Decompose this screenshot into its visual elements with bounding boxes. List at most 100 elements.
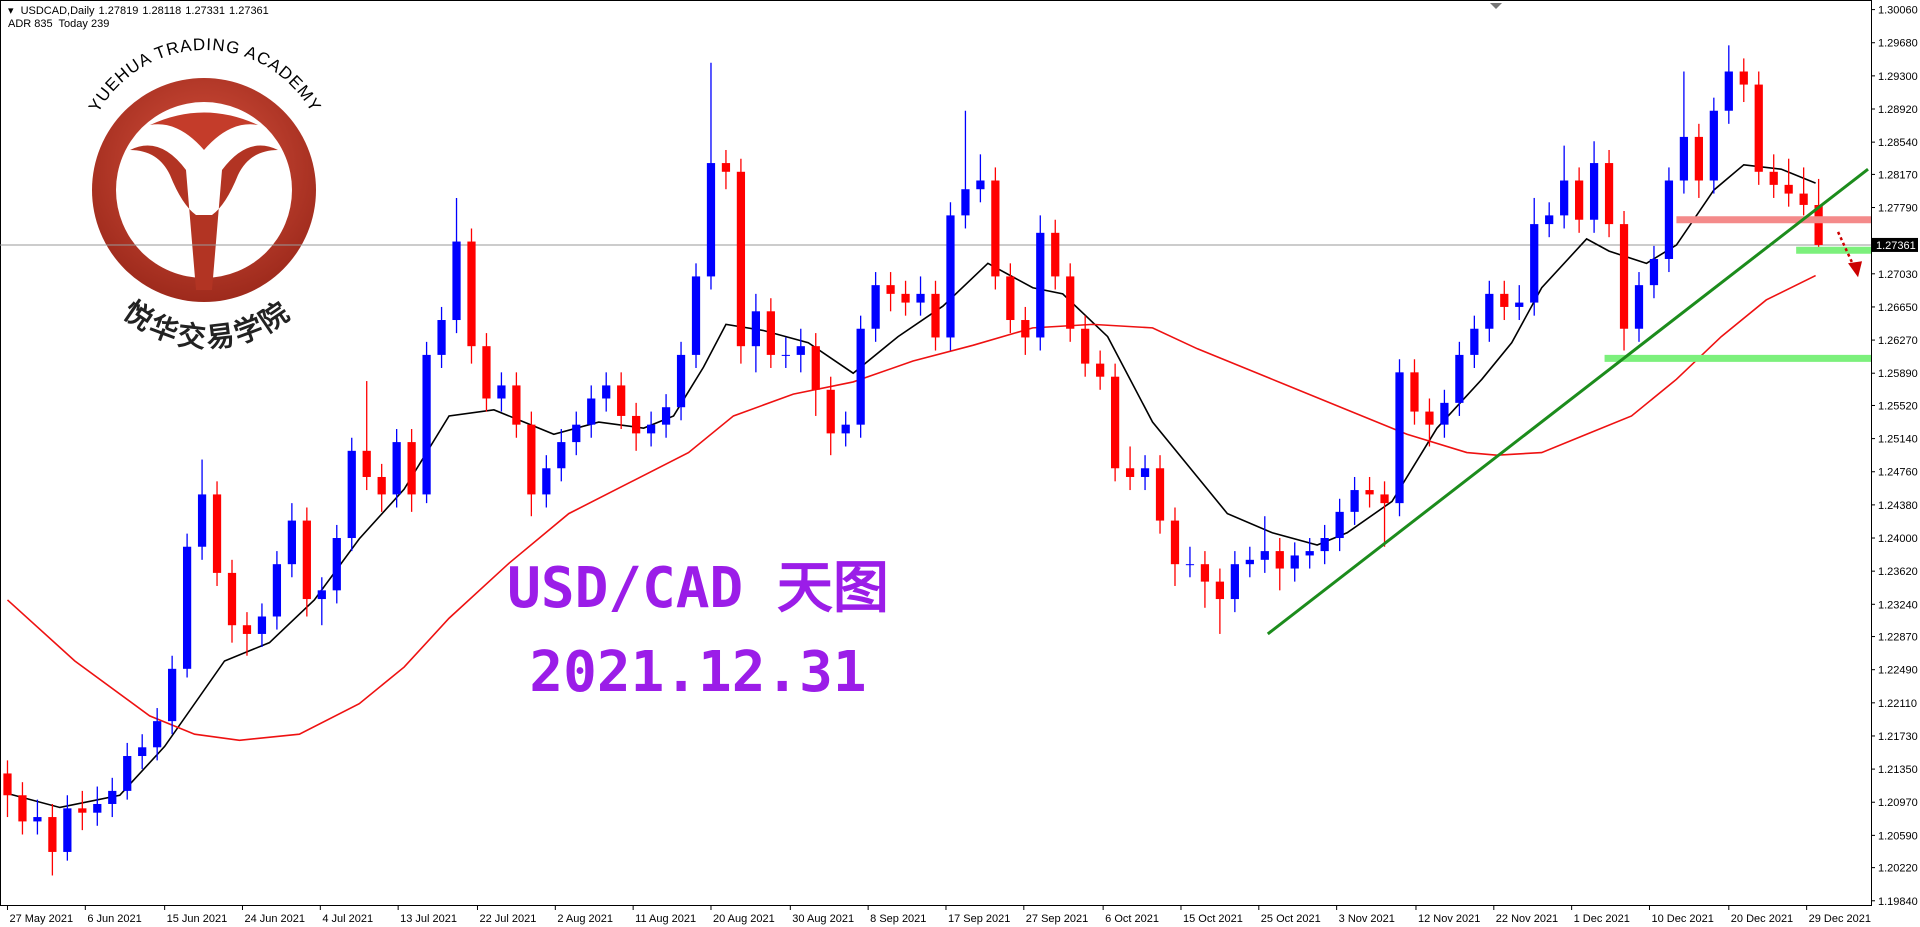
candle-body <box>916 293 925 303</box>
candle-body <box>886 285 895 294</box>
candle-body <box>1260 551 1269 560</box>
candle-body <box>1799 193 1808 205</box>
plot-frame <box>0 0 1872 906</box>
y-tick-label: 1.30060 <box>1878 5 1918 17</box>
candle-body <box>961 189 970 216</box>
x-tick-label: 15 Oct 2021 <box>1183 913 1243 925</box>
candle-body <box>856 328 865 425</box>
y-tick-label: 1.19840 <box>1878 896 1918 908</box>
candle-body <box>242 625 252 634</box>
candle-body <box>1200 564 1210 582</box>
y-tick-label: 1.28920 <box>1878 104 1918 116</box>
x-tick-label: 4 Jul 2021 <box>322 913 373 925</box>
x-tick-label: 15 Jun 2021 <box>167 913 228 925</box>
y-tick-label: 1.26270 <box>1878 335 1918 347</box>
candle-body <box>1589 163 1599 220</box>
candle-body <box>63 808 72 852</box>
y-tick-label: 1.25890 <box>1878 368 1918 380</box>
current-price-label: 1.27361 <box>1876 240 1916 252</box>
candle-body <box>991 180 1000 277</box>
x-tick-label: 29 Dec 2021 <box>1809 913 1871 925</box>
y-tick-label: 1.28540 <box>1878 137 1918 149</box>
candle-body <box>452 241 461 321</box>
candle-body <box>1784 184 1793 194</box>
close-value: 1.27361 <box>229 5 269 17</box>
candle-body <box>1245 559 1254 565</box>
watermark-date: 2021.12.31 <box>529 640 866 705</box>
y-tick-label: 1.20590 <box>1878 830 1918 842</box>
x-tick-label: 27 May 2021 <box>9 913 73 925</box>
candle-body <box>317 590 326 600</box>
candle-body <box>1679 136 1689 181</box>
candle-body <box>1140 468 1150 477</box>
candle-body <box>901 293 910 303</box>
candle-body <box>587 398 596 425</box>
y-tick-label: 1.28170 <box>1878 169 1918 181</box>
y-tick-label: 1.25520 <box>1878 400 1918 412</box>
y-tick-label: 1.23240 <box>1878 599 1918 611</box>
x-tick-label: 2 Aug 2021 <box>557 913 613 925</box>
header-line: ▾ USDCAD,Daily 1.27819 1.28118 1.27331 1.273… <box>8 5 273 18</box>
candle-body <box>197 494 207 547</box>
logo: YUEHUA TRADING ACADEMY 悦华交易学院 <box>85 35 324 354</box>
candle-body <box>646 424 656 434</box>
candle-body <box>212 494 222 573</box>
candle-body <box>572 424 581 443</box>
candle-body <box>1066 276 1075 329</box>
y-tick-label: 1.26650 <box>1878 302 1918 314</box>
info-line: ADR 835 Today 239 <box>8 18 110 30</box>
y-tick-label: 1.22110 <box>1878 698 1917 710</box>
x-tick-label: 10 Dec 2021 <box>1651 913 1713 925</box>
y-tick-label: 1.20970 <box>1878 797 1918 809</box>
candle-body <box>18 795 27 822</box>
candle-body <box>1694 136 1703 181</box>
candle-body <box>407 442 416 495</box>
candle-body <box>676 354 686 408</box>
x-tick-label: 6 Oct 2021 <box>1105 913 1159 925</box>
candle-body <box>1290 555 1299 569</box>
candle-body <box>871 285 880 329</box>
candle-body <box>826 389 835 434</box>
candle-body <box>946 215 955 338</box>
candle-body <box>512 385 521 425</box>
candle-body <box>78 808 87 813</box>
candle-body <box>1305 551 1314 556</box>
candle-body <box>1604 163 1614 225</box>
candle-body <box>1619 224 1629 329</box>
candle-body <box>3 773 12 796</box>
candle-body <box>1230 564 1239 600</box>
x-tick-label: 12 Nov 2021 <box>1418 913 1480 925</box>
logo-inner <box>116 102 292 278</box>
candle-body <box>1634 285 1644 329</box>
y-tick-label: 1.21350 <box>1878 764 1918 776</box>
y-tick-label: 1.24760 <box>1878 467 1918 479</box>
shift-marker <box>1490 3 1502 9</box>
watermark-title: USD/CAD 天图 <box>507 556 889 621</box>
x-tick-label: 22 Nov 2021 <box>1496 913 1558 925</box>
symbol: USDCAD,Daily <box>20 5 95 17</box>
candle-body <box>1500 293 1509 307</box>
y-tick-label: 1.20220 <box>1878 863 1918 875</box>
candle-body <box>661 407 671 425</box>
candle-body <box>362 450 371 477</box>
candle-body <box>1649 258 1659 286</box>
candle-body <box>781 354 790 356</box>
x-tick-label: 3 Nov 2021 <box>1339 913 1395 925</box>
x-tick-label: 20 Dec 2021 <box>1731 913 1793 925</box>
candle-body <box>736 171 746 347</box>
candle-body <box>796 346 805 355</box>
arrow-head <box>1848 261 1863 278</box>
current-price-box <box>1872 237 1918 252</box>
candle-body <box>1365 490 1374 495</box>
candle-body <box>1814 205 1823 245</box>
candle-body <box>93 803 102 813</box>
candle-body <box>1006 276 1015 321</box>
chart-header: ▾ USDCAD,Daily 1.27819 1.28118 1.27331 1.273… <box>8 5 273 31</box>
candle-body <box>138 747 147 757</box>
x-tick-label: 25 Oct 2021 <box>1261 913 1321 925</box>
y-tick-label: 1.27030 <box>1878 269 1918 281</box>
x-tick-label: 8 Sep 2021 <box>870 913 926 925</box>
candle-body <box>302 520 311 600</box>
candle-body <box>632 415 641 434</box>
candle-body <box>1769 171 1778 185</box>
